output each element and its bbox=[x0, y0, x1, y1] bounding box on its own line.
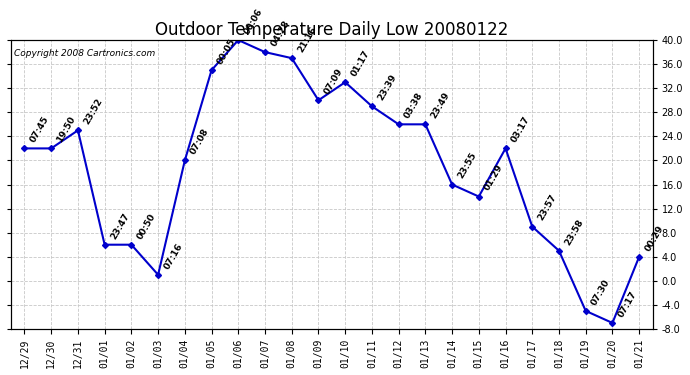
Text: 03:17: 03:17 bbox=[510, 115, 532, 144]
Text: 23:52: 23:52 bbox=[82, 97, 104, 126]
Text: 00:50: 00:50 bbox=[135, 211, 157, 240]
Text: 07:09: 07:09 bbox=[323, 67, 345, 96]
Text: 01:29: 01:29 bbox=[483, 163, 505, 192]
Text: 00:05: 00:05 bbox=[216, 37, 237, 66]
Text: 21:16: 21:16 bbox=[296, 25, 318, 54]
Text: 07:08: 07:08 bbox=[189, 127, 211, 156]
Text: 07:30: 07:30 bbox=[590, 278, 612, 307]
Text: 23:58: 23:58 bbox=[563, 217, 585, 246]
Text: 00:06: 00:06 bbox=[242, 7, 264, 36]
Text: 23:49: 23:49 bbox=[430, 91, 452, 120]
Text: 07:45: 07:45 bbox=[29, 115, 51, 144]
Text: 23:57: 23:57 bbox=[536, 193, 559, 222]
Text: 03:38: 03:38 bbox=[403, 91, 425, 120]
Text: 19:50: 19:50 bbox=[55, 115, 77, 144]
Text: 07:16: 07:16 bbox=[162, 242, 184, 271]
Text: Copyright 2008 Cartronics.com: Copyright 2008 Cartronics.com bbox=[14, 49, 155, 58]
Text: 23:55: 23:55 bbox=[456, 151, 478, 180]
Text: 07:17: 07:17 bbox=[617, 290, 639, 319]
Title: Outdoor Temperature Daily Low 20080122: Outdoor Temperature Daily Low 20080122 bbox=[155, 21, 509, 39]
Text: 00:29: 00:29 bbox=[643, 224, 665, 253]
Text: 23:47: 23:47 bbox=[109, 211, 131, 240]
Text: 04:28: 04:28 bbox=[269, 19, 291, 48]
Text: 01:17: 01:17 bbox=[349, 49, 371, 78]
Text: 23:39: 23:39 bbox=[376, 73, 398, 102]
